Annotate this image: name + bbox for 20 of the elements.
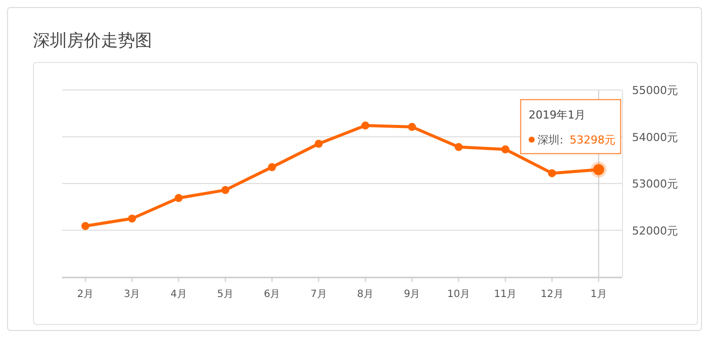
x-tick-label: 1月 bbox=[590, 289, 607, 300]
chart-title: 深圳房价走势图 bbox=[33, 31, 152, 51]
x-tick-label: 3月 bbox=[124, 289, 140, 300]
y-tick-label: 54000元 bbox=[632, 130, 678, 144]
y-tick-label: 52000元 bbox=[632, 224, 678, 238]
legend-label: 深圳: bbox=[538, 134, 564, 147]
x-tick-label: 10月 bbox=[447, 289, 470, 300]
x-tick-label: 2月 bbox=[77, 289, 94, 300]
x-tick-label: 7月 bbox=[310, 289, 327, 300]
y-tick-label: 55000元 bbox=[632, 84, 678, 97]
x-tick-label: 5月 bbox=[217, 289, 234, 300]
x-tick-label: 9月 bbox=[404, 289, 420, 300]
x-tick-label: 6月 bbox=[264, 289, 280, 300]
x-tick-label: 8月 bbox=[357, 289, 374, 300]
x-tick-label: 12月 bbox=[540, 289, 564, 300]
y-tick-label: 53000元 bbox=[632, 178, 678, 190]
data-label: 53298元 bbox=[570, 134, 616, 147]
annotation: 2019年1月 bbox=[528, 108, 586, 122]
x-tick-label: 11月 bbox=[494, 289, 517, 300]
x-tick-label: 4月 bbox=[170, 289, 187, 300]
